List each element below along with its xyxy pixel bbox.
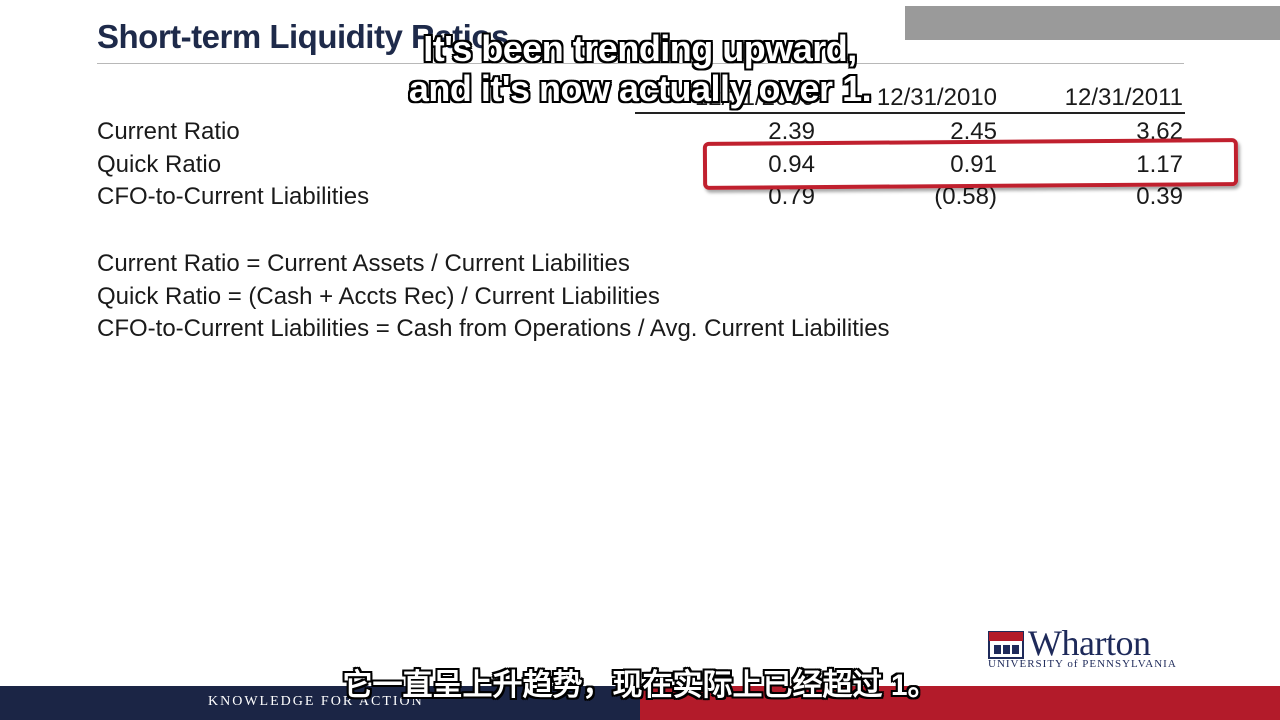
wharton-logo: Wharton UNIVERSITY of PENNSYLVANIA [988,623,1193,672]
footer-tagline: KNOWLEDGE FOR ACTION [208,694,424,709]
column-header-2010: 12/31/2010 [876,84,997,111]
footer-red-band [640,686,1280,720]
logo-subtitle: UNIVERSITY of PENNSYLVANIA [988,658,1177,670]
cell-cfo-ratio-2011: 0.39 [1136,183,1183,210]
formula-current-ratio: Current Ratio = Current Assets / Current… [97,250,630,277]
quick-ratio-highlight-box [702,138,1239,190]
column-header-2011: 12/31/2011 [1064,84,1183,111]
cell-quick-ratio-2009: 0.94 [768,151,815,178]
title-divider [97,63,1184,64]
caption-chinese: 它一直呈上升趋势，现在实际上已经超过 1。 [342,669,938,702]
cell-cfo-ratio-2010: (0.58) [934,183,997,210]
cell-current-ratio-2010: 2.45 [950,118,997,145]
caption-english-line1: It's been trending upward, [423,28,857,69]
header-underline [635,112,1185,114]
cell-quick-ratio-2011: 1.17 [1136,151,1183,178]
cell-cfo-ratio-2009: 0.79 [768,183,815,210]
formula-cfo-ratio: CFO-to-Current Liabilities = Cash from O… [97,315,890,342]
column-header-2009: 12/31/2009 [694,84,815,111]
formula-quick-ratio: Quick Ratio = (Cash + Accts Rec) / Curre… [97,283,660,310]
logo-wordmark: Wharton [1028,623,1151,663]
top-gray-bar [905,6,1280,40]
footer-navy-band [0,686,640,720]
cell-quick-ratio-2010: 0.91 [950,151,997,178]
row-label-cfo-ratio: CFO-to-Current Liabilities [97,183,370,210]
caption-english-line2: and it's now actually over 1. [408,68,872,109]
slide-title: Short-term Liquidity Ratios [97,18,509,55]
cell-current-ratio-2011: 3.62 [1136,118,1183,145]
cell-current-ratio-2009: 2.39 [768,118,815,145]
row-label-current-ratio: Current Ratio [97,118,240,145]
penn-shield-icon [988,631,1024,659]
row-label-quick-ratio: Quick Ratio [97,151,222,178]
